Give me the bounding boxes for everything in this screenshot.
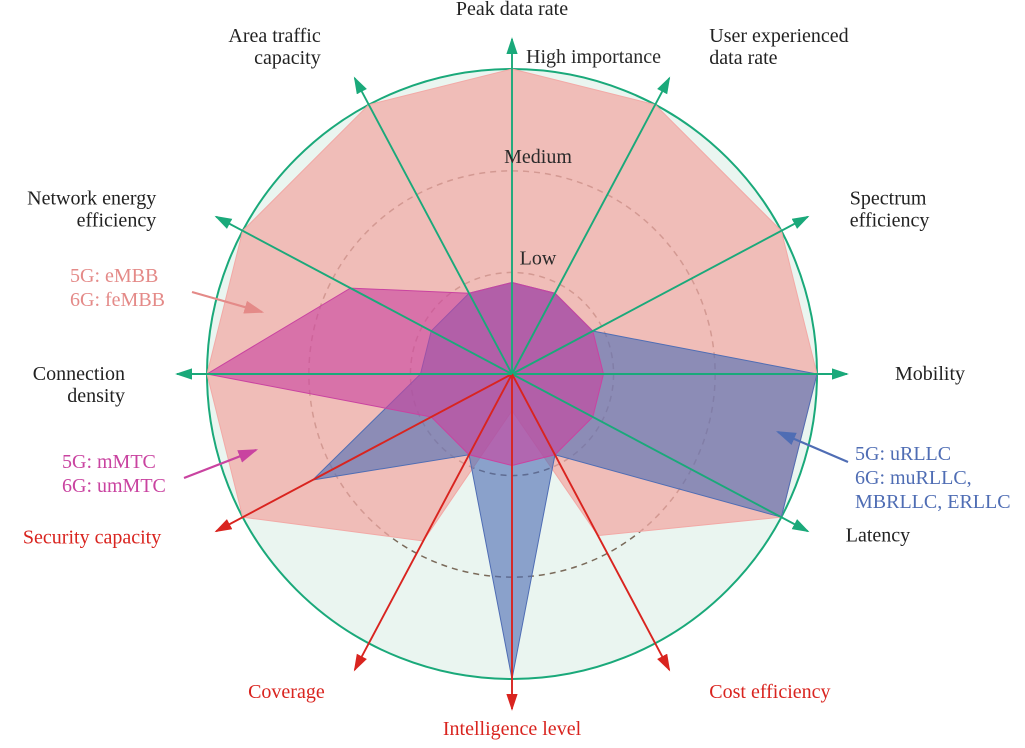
- axis-label-mobility: Mobility: [895, 363, 965, 385]
- ring-label-low: Low: [520, 247, 557, 269]
- axis-label-peak_data_rate: Peak data rate: [456, 0, 568, 20]
- axis-label-spectrum_eff: Spectrumefficiency: [850, 188, 930, 232]
- axis-label-coverage: Coverage: [248, 681, 325, 703]
- axis-label-conn_density: Connectiondensity: [33, 363, 125, 407]
- annotation-text-2: 5G: uRLLC6G: muRLLC,MBRLLC, ERLLC: [855, 443, 1011, 513]
- annotation-text-1: 5G: mMTC6G: umMTC: [62, 451, 166, 497]
- axis-label-cost_eff: Cost efficiency: [709, 681, 830, 703]
- axis-label-latency: Latency: [846, 524, 910, 546]
- axis-label-net_energy: Network energyefficiency: [27, 188, 156, 232]
- axis-label-user_data_rate: User experienceddata rate: [709, 25, 848, 69]
- ring-label-medium: Medium: [504, 146, 572, 168]
- axis-label-area_traffic: Area trafficcapacity: [228, 25, 320, 69]
- radar-chart: Low Medium High importance Peak data rate Us…: [0, 0, 1025, 748]
- axis-label-intel_level: Intelligence level: [443, 718, 582, 740]
- axis-label-sec_cap: Security capacity: [23, 526, 161, 548]
- ring-label-high: High importance: [526, 46, 661, 68]
- annotation-text-0: 5G: eMBB6G: feMBB: [70, 265, 165, 311]
